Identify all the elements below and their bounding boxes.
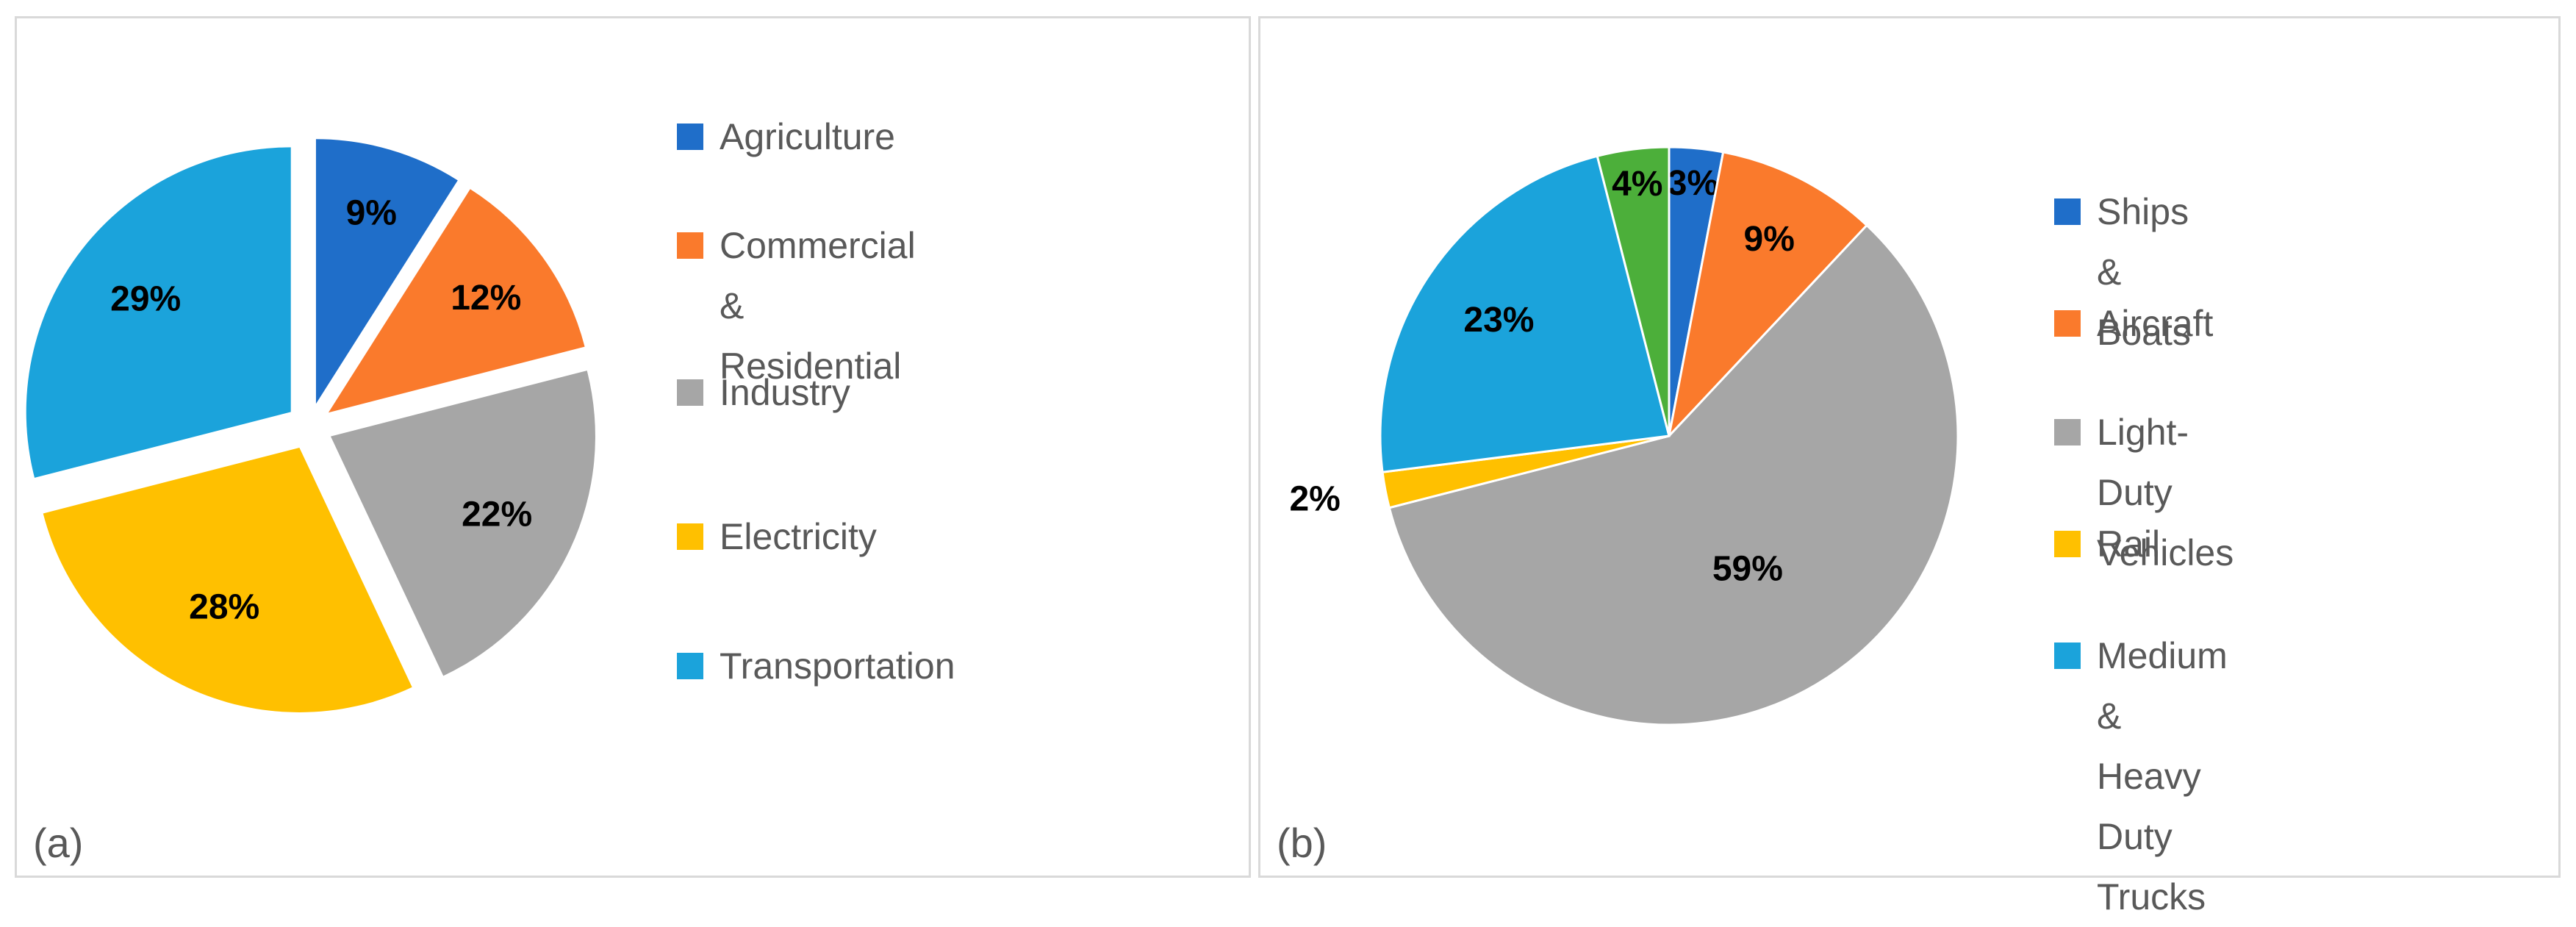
legend-label: Rail (2097, 523, 2161, 565)
pie-slice-transportation (26, 147, 291, 478)
legend-label: Electricity (720, 516, 877, 557)
legend-swatch (2054, 419, 2081, 445)
legend-label: Transportation (720, 645, 955, 687)
legend-item-agriculture: Agriculture (677, 107, 895, 167)
pie-data-label: 28% (189, 588, 259, 627)
pie-slice-aircraft (1667, 151, 1869, 440)
legend-swatch (677, 124, 703, 150)
legend-item-rail: Rail (2054, 514, 2160, 574)
legend-label: Aircraft (2097, 303, 2214, 344)
pie-slice-agriculture (315, 139, 458, 404)
legend-item-industry: Industry (677, 362, 850, 423)
legend-swatch (677, 379, 703, 406)
legend-item-light-duty-vehicles: Light-Duty Vehicles (2054, 402, 2234, 583)
pie-data-label: 22% (462, 495, 532, 534)
legend-swatch (677, 653, 703, 679)
pie-slice-industry (330, 371, 595, 676)
legend-item-commercial-residential: Commercial & Residential (677, 215, 916, 396)
legend-swatch (2054, 643, 2081, 669)
pie-data-label: 9% (346, 193, 397, 232)
pie-slice-light-duty-vehicles (1388, 223, 1959, 726)
pie-data-label: 23% (1463, 301, 1534, 340)
pie-data-label: 12% (451, 279, 521, 318)
legend-item-aircraft: Aircraft (2054, 293, 2213, 354)
pie-slice-commercial-residential (328, 189, 585, 413)
pie-slice-electricity (43, 447, 412, 712)
legend-label: Industry (720, 372, 850, 413)
pie-slice-unlabeled (1596, 146, 1671, 437)
panel-label-a: (a) (33, 820, 84, 866)
chart-panel-a: 9% 12% 22% 28% 29% Agriculture Commercial & R… (15, 16, 1251, 878)
legend-item-transportation: Transportation (677, 636, 955, 696)
panel-label-b: (b) (1277, 820, 1327, 866)
legend-swatch (2054, 531, 2081, 557)
pie-chart-b: 3% 9% 59% 2% 23% 4% (1289, 146, 1959, 726)
pie-slice-medium-heavy-duty-trucks (1379, 154, 1671, 473)
pie-data-label: 9% (1744, 220, 1795, 259)
pie-chart-a: 9% 12% 22% 28% 29% (26, 139, 595, 712)
pie-data-label: 4% (1612, 165, 1662, 204)
legend-item-electricity: Electricity (677, 507, 877, 567)
legend-swatch (2054, 198, 2081, 225)
legend-swatch (677, 523, 703, 550)
legend-item-medium-heavy-duty-trucks: Medium & Heavy Duty Trucks (2054, 626, 2228, 927)
pie-data-label: 59% (1712, 549, 1783, 588)
legend-swatch (2054, 310, 2081, 337)
chart-panel-b: 3% 9% 59% 2% 23% 4% Ships & Boats Aircraft Ligh… (1258, 16, 2561, 917)
legend-label: Agriculture (720, 116, 895, 157)
legend-label: Medium & Heavy Duty Trucks (2097, 635, 2228, 917)
pie-data-label: 2% (1289, 480, 1340, 519)
pie-data-label: 29% (110, 280, 181, 319)
pie-data-label: 3% (1668, 164, 1718, 203)
legend-label: Light-Duty Vehicles (2097, 412, 2234, 573)
legend-swatch (677, 232, 703, 259)
legend-label: Ships & Boats (2097, 191, 2191, 353)
legend-label: Commercial & Residential (720, 225, 916, 387)
legend-item-ships-boats: Ships & Boats (2054, 182, 2191, 362)
